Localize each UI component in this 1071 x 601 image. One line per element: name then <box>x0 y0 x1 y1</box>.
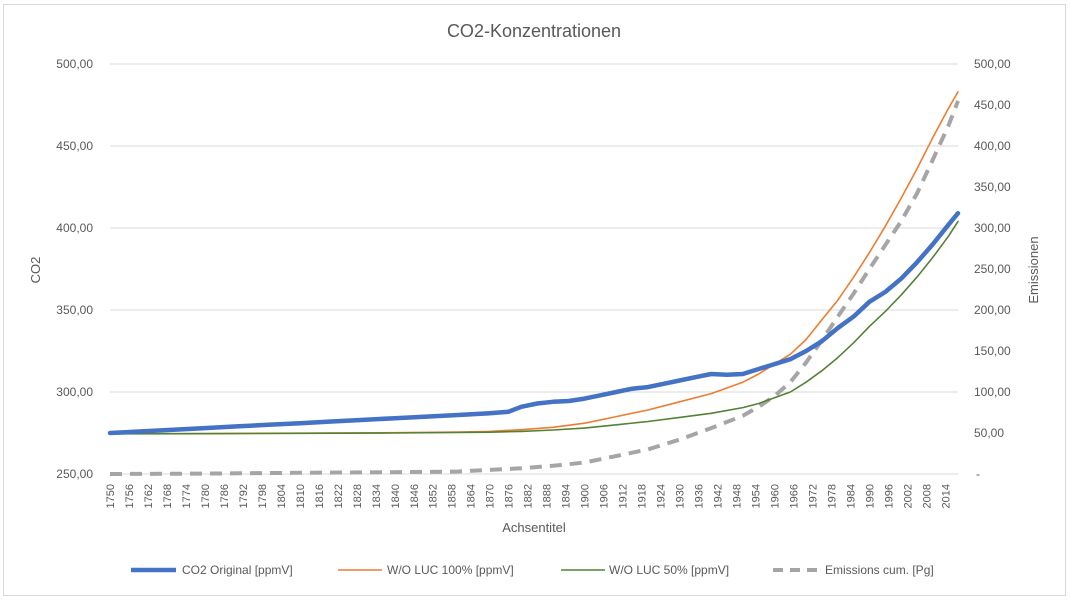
x-tick-label: 1750 <box>105 484 117 508</box>
y-tick-label: 400,00 <box>56 221 93 235</box>
y2-tick-label: 200,00 <box>974 303 1011 317</box>
legend: CO2 Original [ppmV] W/O LUC 100% [ppmV] … <box>131 563 934 577</box>
y2-tick-label: 400,00 <box>974 139 1011 153</box>
x-tick-label: 1918 <box>637 484 649 508</box>
y2-tick-label: 150,00 <box>974 344 1011 358</box>
x-tick-label: 1990 <box>864 484 876 508</box>
y-tick-label: 250,00 <box>56 467 93 481</box>
legend-label-co2-original: CO2 Original [ppmV] <box>182 563 293 577</box>
x-tick-label: 1780 <box>200 484 212 508</box>
legend-label-wo-luc-100: W/O LUC 100% [ppmV] <box>387 563 514 577</box>
x-tick-label: 1774 <box>181 484 193 508</box>
x-tick-label: 1798 <box>257 484 269 508</box>
left-axis-ticks: 250,00 300,00 350,00 400,00 450,00 500,00 <box>56 57 93 481</box>
x-tick-label: 1984 <box>845 484 857 508</box>
y-tick-label: 450,00 <box>56 139 93 153</box>
legend-label-wo-luc-50: W/O LUC 50% [ppmV] <box>609 563 729 577</box>
x-tick-label: 1900 <box>580 484 592 508</box>
gridlines <box>110 63 958 475</box>
x-tick-label: 1954 <box>750 484 762 508</box>
y-axis-title: CO2 <box>28 257 43 284</box>
x-tick-label: 1894 <box>561 484 573 508</box>
x-axis-ticks: 1750 1756 1762 1768 1774 1780 1786 1792 1798 1804… <box>105 484 952 508</box>
x-tick-label: 1948 <box>732 484 744 508</box>
y2-tick-label: 250,00 <box>974 262 1011 276</box>
x-tick-label: 1930 <box>675 484 687 508</box>
x-tick-label: 1768 <box>162 484 174 508</box>
y2-tick-label: 450,00 <box>974 98 1011 112</box>
x-tick-label: 1960 <box>769 484 781 508</box>
x-tick-label: 1966 <box>788 484 800 508</box>
x-tick-label: 1846 <box>409 484 421 508</box>
x-tick-label: 1870 <box>485 484 497 508</box>
series-line-2 <box>109 220 959 435</box>
x-tick-label: 2008 <box>921 484 933 508</box>
y-tick-label: 500,00 <box>56 57 93 71</box>
x-tick-label: 2002 <box>902 484 914 508</box>
x-tick-label: 1762 <box>143 484 155 508</box>
x-tick-label: 1972 <box>807 484 819 508</box>
x-tick-label: 1804 <box>276 484 288 508</box>
x-tick-label: 1852 <box>428 484 440 508</box>
x-tick-label: 1840 <box>390 484 402 508</box>
x-tick-label: 1978 <box>826 484 838 508</box>
x-tick-label: 1888 <box>542 484 554 508</box>
series-line-0 <box>107 210 961 436</box>
x-tick-label: 1834 <box>371 484 383 508</box>
y2-tick-label: 100,00 <box>974 385 1011 399</box>
x-tick-label: 1864 <box>466 484 478 508</box>
x-tick-label: 1906 <box>599 484 611 508</box>
series-line-1 <box>109 91 959 435</box>
legend-label-emissions-cum: Emissions cum. [Pg] <box>825 563 934 577</box>
y2-tick-label: 300,00 <box>974 221 1011 235</box>
series-line-3 <box>109 100 960 476</box>
y2-axis-title: Emissionen <box>1026 236 1041 303</box>
y2-tick-label: 350,00 <box>974 180 1011 194</box>
x-tick-label: 2014 <box>940 484 952 508</box>
x-tick-label: 1876 <box>504 484 516 508</box>
x-tick-label: 1882 <box>523 484 535 508</box>
x-tick-label: 1786 <box>219 484 231 508</box>
x-tick-label: 1792 <box>238 484 250 508</box>
x-tick-label: 1942 <box>713 484 725 508</box>
y-tick-label: 350,00 <box>56 303 93 317</box>
x-tick-label: 1924 <box>656 484 668 508</box>
x-tick-label: 1996 <box>883 484 895 508</box>
x-axis-title: Achsentitel <box>502 520 566 535</box>
x-tick-label: 1756 <box>124 484 136 508</box>
x-tick-label: 1936 <box>694 484 706 508</box>
y2-tick-label: 500,00 <box>974 57 1011 71</box>
x-tick-label: 1828 <box>352 484 364 508</box>
x-tick-label: 1816 <box>314 484 326 508</box>
right-axis-ticks: - 50,00 100,00 150,00 200,00 250,00 300,00 350,… <box>974 57 1011 481</box>
x-tick-label: 1912 <box>618 484 630 508</box>
x-tick-label: 1810 <box>295 484 307 508</box>
y-tick-label: 300,00 <box>56 385 93 399</box>
x-tick-label: 1822 <box>333 484 345 508</box>
chart-title: CO2-Konzentrationen <box>447 21 621 41</box>
chart-frame <box>3 4 1066 596</box>
y2-tick-label: - <box>976 467 980 481</box>
y2-tick-label: 50,00 <box>974 426 1004 440</box>
series-lines <box>107 91 961 476</box>
x-tick-label: 1858 <box>447 484 459 508</box>
